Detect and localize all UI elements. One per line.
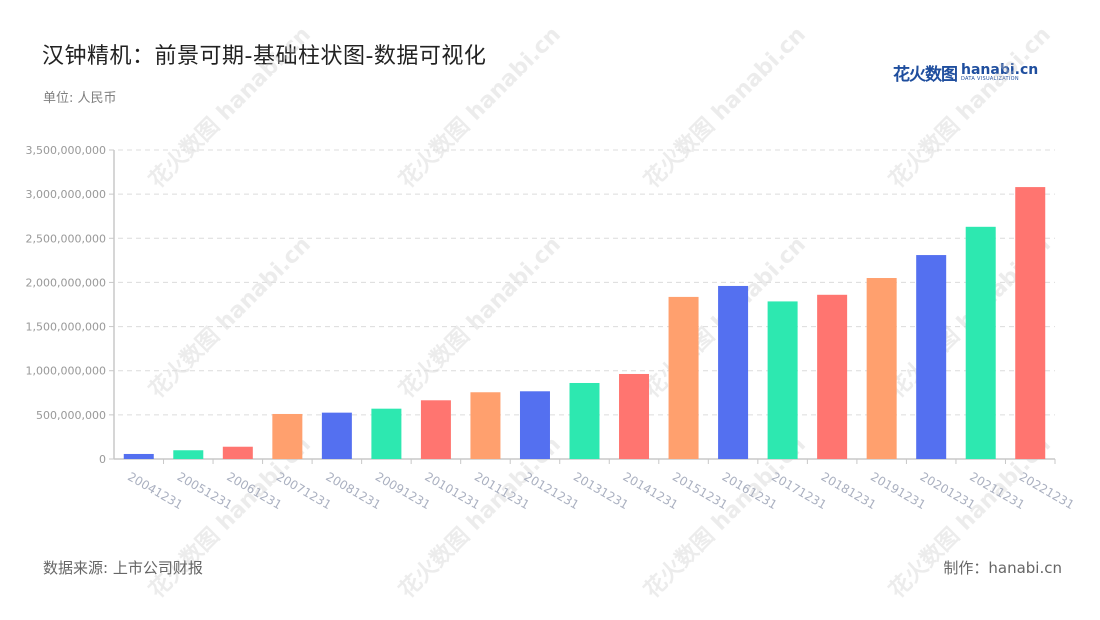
logo-cn-text: 花火数图 <box>893 65 958 85</box>
x-tick-label: 20081231 <box>323 469 383 512</box>
bar <box>817 294 848 459</box>
x-tick-label: 20041231 <box>125 469 185 512</box>
bar <box>371 408 402 459</box>
bar <box>272 413 303 459</box>
x-tick-label: 20211231 <box>967 469 1027 512</box>
chart-title: 汉钟精机：前景可期-基础柱状图-数据可视化 <box>42 44 487 69</box>
bar <box>916 255 947 459</box>
y-tick-label: 1,000,000,000 <box>26 365 106 378</box>
x-tick-label: 20131231 <box>571 469 631 512</box>
y-tick-label: 500,000,000 <box>36 409 106 422</box>
bar <box>321 412 352 459</box>
x-tick-label: 20201231 <box>918 469 978 512</box>
y-tick-label: 3,500,000,000 <box>26 144 106 157</box>
data-source: 数据来源: 上市公司财报 <box>43 559 203 577</box>
y-tick-label: 3,000,000,000 <box>26 188 106 201</box>
logo-en-block: hanabi.cn DATA VISUALIZATION <box>961 63 1038 82</box>
x-tick-label: 20181231 <box>819 469 879 512</box>
x-tick-label: 20141231 <box>621 469 681 512</box>
y-tick-label: 2,500,000,000 <box>26 232 106 245</box>
x-tick-label: 20091231 <box>373 469 433 512</box>
bar <box>965 226 996 459</box>
bar <box>519 391 550 459</box>
x-tick-label: 20111231 <box>472 469 532 512</box>
bar <box>569 382 600 459</box>
unit-label: 单位: 人民币 <box>43 91 117 106</box>
y-tick-label: 1,500,000,000 <box>26 321 106 334</box>
y-tick-label: 0 <box>99 453 106 466</box>
bar <box>420 400 451 459</box>
x-tick-label: 20161231 <box>720 469 780 512</box>
bar <box>1015 187 1046 459</box>
bar <box>470 392 501 459</box>
x-tick-label: 20151231 <box>670 469 730 512</box>
x-tick-label: 20101231 <box>422 469 482 512</box>
bar <box>668 296 699 459</box>
bar <box>866 278 897 459</box>
x-tick-label: 20071231 <box>274 469 334 512</box>
logo-en-text: hanabi.cn <box>961 62 1039 78</box>
bar <box>173 450 204 459</box>
brand-logo: 花火数图 hanabi.cn DATA VISUALIZATION <box>893 60 1038 85</box>
bar <box>123 453 154 459</box>
x-tick-label: 20051231 <box>175 469 235 512</box>
x-tick-label: 20171231 <box>769 469 829 512</box>
maker-credit: 制作：hanabi.cn <box>943 559 1062 577</box>
x-tick-label: 20061231 <box>224 469 284 512</box>
x-tick-label: 20221231 <box>1017 469 1077 512</box>
x-tick-label: 20191231 <box>868 469 928 512</box>
x-tick-label: 20121231 <box>521 469 581 512</box>
bar <box>718 285 749 459</box>
bar <box>222 446 253 459</box>
bar <box>619 373 650 459</box>
bar <box>767 301 798 459</box>
y-tick-label: 2,000,000,000 <box>26 276 106 289</box>
logo-tagline: DATA VISUALIZATION <box>961 76 1019 82</box>
